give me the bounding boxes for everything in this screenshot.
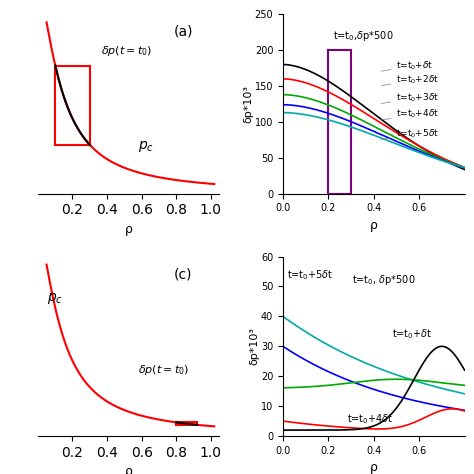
X-axis label: ρ: ρ [370,461,378,474]
Text: t=t$_0$+$\delta$t: t=t$_0$+$\delta$t [381,59,434,72]
Text: t=t$_0$,$\delta$p*500: t=t$_0$,$\delta$p*500 [333,29,393,43]
X-axis label: ρ: ρ [370,219,378,232]
Y-axis label: δp*10³: δp*10³ [243,85,253,123]
Text: t=t$_0$+5$\delta$t: t=t$_0$+5$\delta$t [381,128,439,140]
Text: t=t$_0$, $\delta$p*500: t=t$_0$, $\delta$p*500 [352,273,416,288]
Text: (a): (a) [174,25,193,39]
Text: (c): (c) [174,267,192,281]
Y-axis label: δp*10³: δp*10³ [249,328,259,365]
Bar [176,422,197,425]
X-axis label: ρ: ρ [125,465,133,474]
Text: $\delta p(t=t_0)$: $\delta p(t=t_0)$ [101,44,153,58]
Text: t=t$_0$+3$\delta$t: t=t$_0$+3$\delta$t [381,91,439,104]
Text: t=t$_0$+2$\delta$t: t=t$_0$+2$\delta$t [381,73,439,86]
Text: t=t$_0$+4$\delta$t: t=t$_0$+4$\delta$t [381,108,439,120]
Text: $\delta p(t=t_0)$: $\delta p(t=t_0)$ [138,363,189,377]
Text: t=t$_0$+$\delta$t: t=t$_0$+$\delta$t [392,328,432,341]
Text: t=t$_0$+4$\delta$t: t=t$_0$+4$\delta$t [346,412,393,426]
Text: $p_c$: $p_c$ [47,292,63,307]
Bar [328,50,351,194]
Text: $p_c$: $p_c$ [138,139,154,154]
Bar [55,65,90,145]
Text: t=t$_0$+5$\delta$t: t=t$_0$+5$\delta$t [287,268,333,282]
X-axis label: ρ: ρ [125,223,133,236]
